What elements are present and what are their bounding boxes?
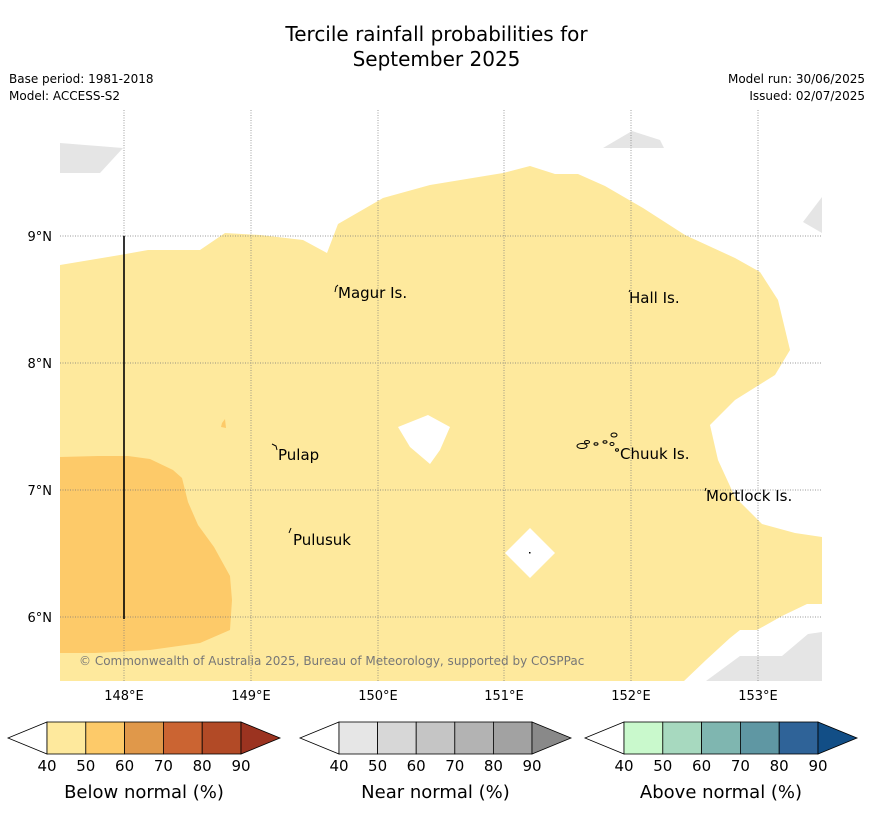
colorbar-segment [778, 721, 819, 755]
colorbar-title: Near normal (%) [361, 782, 510, 803]
grey-area-nw [60, 143, 123, 173]
colorbar-segment [85, 721, 126, 755]
lat-label: 8°N [28, 357, 53, 372]
colorbar-segment [46, 721, 87, 755]
colorbar-tick-label: 90 [808, 757, 827, 775]
colorbar-min-arrow [6, 721, 48, 755]
colorbar-tick-label: 50 [76, 757, 95, 775]
colorbar-above-normal: 40 50 60 70 80 90 Above normal (%) [583, 721, 859, 803]
colorbar-min-arrow [298, 721, 340, 755]
lon-label: 150°E [358, 689, 398, 704]
base-period: Base period: 1981-2018 [9, 72, 154, 86]
pulap-island [271, 443, 278, 451]
label-chuuk: Chuuk Is. [620, 445, 689, 463]
pulusuk-island [288, 527, 292, 534]
colorbar-max-arrow [240, 721, 282, 755]
colorbar-tick-label: 40 [614, 757, 633, 775]
title-line-2: September 2025 [352, 47, 521, 71]
colorbar-tick-label: 80 [770, 757, 789, 775]
colorbar-tick-label: 80 [193, 757, 212, 775]
lon-label: 148°E [104, 689, 144, 704]
label-magur: Magur Is. [338, 284, 407, 302]
colorbar-segment [415, 721, 456, 755]
lat-axis: 9°N 8°N 7°N 6°N [28, 230, 53, 626]
colorbar-tick-label: 70 [731, 757, 750, 775]
model-run: Model run: 30/06/2025 [727, 72, 865, 86]
colorbar-segment [701, 721, 741, 755]
colorbar-segment [377, 721, 417, 755]
colorbar-title: Above normal (%) [640, 782, 802, 803]
lon-label: 151°E [484, 689, 524, 704]
credit-text: © Commonwealth of Australia 2025, Bureau… [79, 654, 584, 668]
lat-label: 9°N [28, 230, 53, 245]
lon-label: 153°E [738, 689, 778, 704]
colorbar-min-arrow [583, 721, 625, 755]
meta-right: Model run: 30/06/2025 Issued: 02/07/2025 [728, 71, 865, 105]
lat-label: 6°N [28, 611, 53, 626]
colorbar-segment [740, 721, 780, 755]
colorbar-segment [454, 721, 494, 755]
lon-axis: 148°E 149°E 150°E 151°E 152°E 153°E [104, 689, 778, 704]
grey-area-se [706, 632, 822, 681]
colorbar-max-arrow [817, 721, 859, 755]
colorbar-segment [492, 721, 533, 755]
issued-date: Issued: 02/07/2025 [749, 89, 865, 103]
below-normal-50-60-region [60, 456, 232, 653]
colorbar-segment [162, 721, 203, 755]
colorbar-tick-label: 60 [115, 757, 134, 775]
grey-area-n [603, 131, 664, 148]
island-outlines [271, 284, 707, 534]
colorbar-segment [338, 721, 378, 755]
magur-island [334, 284, 339, 293]
colorbar-tick-label: 40 [37, 757, 56, 775]
colorbar-tick-label: 90 [231, 757, 250, 775]
title-line-1: Tercile rainfall probabilities for [285, 22, 588, 46]
colorbar-segment [201, 721, 242, 755]
colorbar-tick-label: 70 [154, 757, 173, 775]
below-normal-40-50-region [60, 166, 822, 681]
mortlock-island [704, 487, 707, 492]
graticule [60, 110, 822, 681]
colorbar-max-arrow [531, 721, 573, 755]
map-area [60, 110, 822, 681]
hall-island [628, 289, 631, 293]
lat-label: 7°N [28, 484, 53, 499]
lon-label: 149°E [231, 689, 271, 704]
label-hall: Hall Is. [629, 289, 680, 307]
map-title: Tercile rainfall probabilities for Septe… [0, 22, 873, 72]
chuuk-islands [576, 432, 619, 452]
colorbar-tick-label: 60 [407, 757, 426, 775]
model-name: Model: ACCESS-S2 [9, 89, 121, 103]
colorbar-near-normal: 40 50 60 70 80 90 Near normal (%) [298, 721, 573, 803]
colorbar-tick-label: 40 [329, 757, 348, 775]
colorbar-title: Below normal (%) [64, 782, 224, 803]
small-below-patch [221, 419, 226, 428]
meta-left: Base period: 1981-2018 Model: ACCESS-S2 [9, 71, 154, 105]
colorbar-tick-label: 90 [522, 757, 541, 775]
colorbar-segment [124, 721, 164, 755]
lon-label: 152°E [611, 689, 651, 704]
colorbar-segment [662, 721, 702, 755]
colorbar-below-normal: 40 50 60 70 80 90 Below normal (%) [6, 721, 282, 803]
label-mortlock: Mortlock Is. [706, 487, 792, 505]
grey-area-ne [803, 197, 822, 233]
label-pulap: Pulap [278, 446, 319, 464]
colorbar-tick-label: 60 [692, 757, 711, 775]
label-pulusuk: Pulusuk [293, 531, 351, 549]
colorbar-tick-label: 70 [445, 757, 464, 775]
colorbar-tick-label: 50 [368, 757, 387, 775]
island-dot [529, 552, 531, 554]
colorbar-segment [623, 721, 664, 755]
colorbar-tick-label: 80 [484, 757, 503, 775]
colorbar-tick-label: 50 [653, 757, 672, 775]
